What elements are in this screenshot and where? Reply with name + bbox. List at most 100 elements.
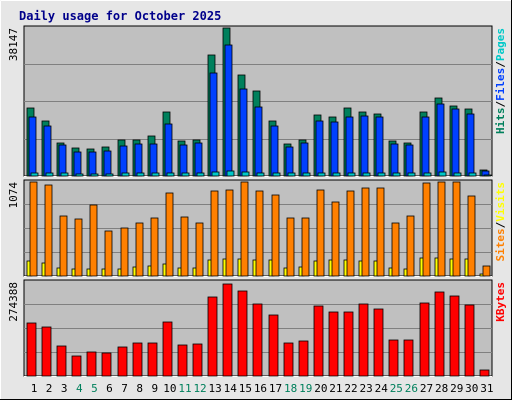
x-label-day-27: 27: [420, 382, 433, 395]
legend-pages: Pages: [494, 28, 507, 61]
bar-kbytes-day-31: [479, 369, 490, 377]
bar-kbytes-day-15: [237, 290, 248, 377]
bar-sites-day-16: [255, 190, 264, 277]
bar-files-day-11: [179, 144, 188, 177]
bar-sites-day-28: [437, 181, 446, 277]
bar-files-day-30: [466, 113, 475, 177]
bar-pages-day-1: [30, 172, 39, 177]
y-max-label: 1074: [7, 182, 20, 209]
bar-sites-day-21: [331, 201, 340, 277]
bar-files-day-15: [239, 88, 248, 177]
bar-sites-day-26: [406, 215, 415, 277]
bar-pages-day-3: [60, 172, 69, 177]
bar-files-day-9: [149, 143, 158, 177]
x-axis-labels: 1 2 3 4 5 6 7 8 9 10 11 12 13 14 15 16 17 18 19 20 21 22 23 24 2…: [31, 382, 494, 395]
bar-files-day-7: [119, 145, 128, 177]
bar-files-day-12: [194, 142, 203, 177]
bar-kbytes-day-21: [328, 311, 339, 377]
bar-kbytes-day-29: [449, 295, 460, 377]
bar-files-day-28: [436, 103, 445, 177]
x-label-day-1: 1: [31, 382, 38, 395]
bar-pages-day-24: [377, 172, 386, 177]
bar-files-day-26: [405, 144, 414, 177]
bar-kbytes-day-24: [373, 308, 384, 377]
bar-sites-day-14: [225, 189, 234, 277]
x-label-day-21: 21: [329, 382, 342, 395]
x-label-day-17: 17: [269, 382, 282, 395]
x-label-day-28: 28: [435, 382, 448, 395]
bar-files-day-19: [300, 142, 309, 177]
bar-sites-day-27: [422, 182, 431, 277]
legend-separator: /: [494, 61, 507, 68]
bar-sites-day-8: [135, 222, 144, 277]
bar-kbytes-day-19: [298, 340, 309, 377]
bar-pages-day-8: [136, 172, 145, 177]
bar-files-day-8: [134, 143, 143, 177]
bar-files-day-23: [360, 115, 369, 177]
bar-files-day-22: [345, 116, 354, 177]
bar-pages-day-6: [105, 173, 114, 177]
bar-sites-day-31: [482, 265, 491, 277]
bar-files-day-25: [390, 143, 399, 177]
x-label-day-3: 3: [61, 382, 68, 395]
bar-sites-day-30: [467, 195, 476, 277]
x-label-day-4: 4: [76, 382, 83, 395]
legend-sites: Sites: [494, 228, 507, 261]
bar-files-day-29: [451, 108, 460, 177]
bar-kbytes-day-6: [101, 352, 112, 377]
chart-title: Daily usage for October 2025: [19, 9, 221, 23]
bar-sites-day-19: [301, 217, 310, 277]
bar-sites-day-2: [44, 184, 53, 277]
bar-kbytes-day-3: [56, 345, 67, 377]
bar-files-day-5: [88, 151, 97, 177]
x-label-day-14: 14: [224, 382, 238, 395]
x-label-day-19: 19: [299, 382, 312, 395]
x-label-day-29: 29: [450, 382, 463, 395]
bar-pages-day-14: [226, 170, 235, 177]
bar-sites-day-22: [346, 190, 355, 277]
bar-pages-day-5: [90, 173, 99, 177]
panel-3: 274388 KBytes: [7, 279, 507, 377]
bar-sites-day-29: [452, 181, 461, 277]
bar-sites-day-25: [391, 222, 400, 277]
bar-files-day-20: [315, 120, 324, 177]
x-label-day-22: 22: [344, 382, 357, 395]
bar-pages-day-19: [302, 172, 311, 177]
bar-sites-day-24: [376, 187, 385, 277]
x-label-day-31: 31: [480, 382, 493, 395]
bar-kbytes-day-18: [283, 342, 294, 377]
bar-sites-day-20: [316, 189, 325, 277]
bar-kbytes-day-16: [252, 303, 263, 377]
bar-pages-day-23: [362, 172, 371, 177]
bar-files-day-21: [330, 121, 339, 177]
x-label-day-5: 5: [91, 382, 98, 395]
bar-kbytes-day-14: [222, 283, 233, 377]
bar-kbytes-day-20: [313, 305, 324, 377]
bar-files-day-24: [375, 116, 384, 177]
x-label-day-15: 15: [239, 382, 252, 395]
bar-files-day-27: [421, 116, 430, 177]
bar-files-day-14: [224, 44, 233, 177]
bar-files-day-16: [254, 106, 263, 177]
legend-visits: Visits: [494, 182, 507, 222]
bar-pages-day-9: [151, 172, 160, 177]
bar-pages-day-27: [423, 172, 432, 177]
bar-sites-day-5: [89, 204, 98, 277]
bar-files-day-6: [103, 150, 112, 177]
x-label-day-25: 25: [390, 382, 403, 395]
x-label-day-20: 20: [314, 382, 327, 395]
bar-sites-day-9: [150, 217, 159, 277]
legend: Hits/Files/Pages: [494, 28, 507, 134]
bar-kbytes-day-23: [358, 303, 369, 377]
x-label-day-18: 18: [284, 382, 297, 395]
legend-separator: /: [494, 221, 507, 228]
x-label-day-11: 11: [178, 382, 191, 395]
bar-kbytes-day-8: [132, 342, 143, 377]
x-label-day-10: 10: [163, 382, 176, 395]
bar-sites-day-13: [210, 190, 219, 277]
bar-kbytes-day-5: [86, 351, 97, 377]
legend-hits: Hits: [494, 108, 507, 135]
legend-files: Files: [494, 68, 507, 101]
legend: Sites/Visits: [494, 182, 507, 262]
panel-2: 1074 Sites/Visits: [7, 179, 507, 277]
